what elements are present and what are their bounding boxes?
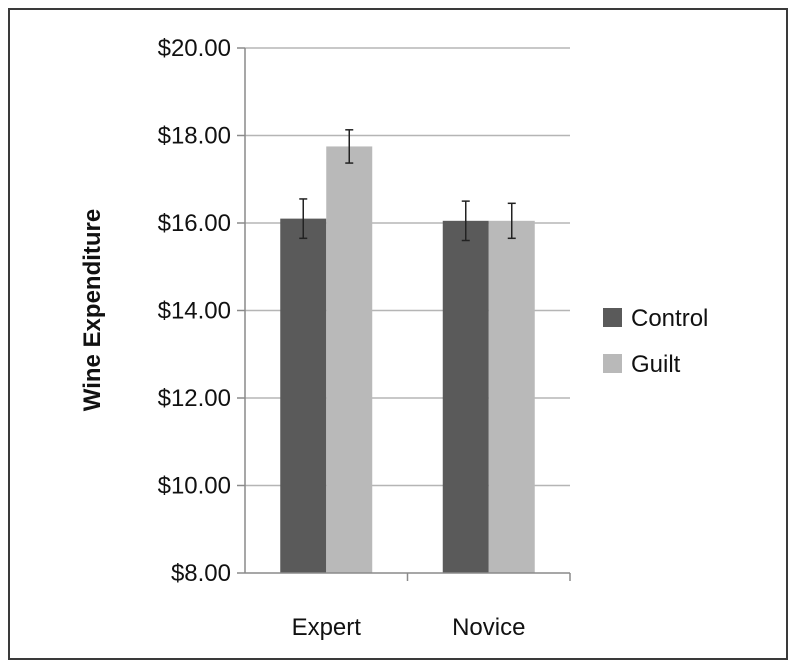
- y-axis-title: Wine Expenditure: [79, 209, 106, 411]
- y-tick-label: $8.00: [171, 560, 231, 587]
- legend-swatch-guilt: [603, 354, 622, 373]
- y-tick-label: $16.00: [158, 210, 231, 237]
- y-tick-label: $10.00: [158, 473, 231, 500]
- chart-frame: [8, 8, 788, 660]
- legend-label-guilt: Guilt: [631, 351, 681, 378]
- x-category-labels: Expert Novice: [292, 614, 526, 641]
- bar-guilt-novice: [488, 220, 535, 573]
- y-tick-label: $18.00: [158, 123, 231, 150]
- bar-control-novice: [442, 220, 489, 573]
- legend-swatch-control: [603, 308, 622, 327]
- bar-control-expert: [280, 218, 327, 573]
- axes: [237, 47, 571, 581]
- bars: [280, 146, 535, 573]
- error-bars: [299, 129, 516, 242]
- bar-guilt-expert: [326, 146, 373, 573]
- legend: Control Guilt: [603, 305, 708, 378]
- legend-label-control: Control: [631, 305, 708, 332]
- y-tick-label: $12.00: [158, 385, 231, 412]
- x-category-label: Expert: [292, 614, 362, 641]
- y-tick-label: $14.00: [158, 298, 231, 325]
- y-tick-label: $20.00: [158, 35, 231, 62]
- y-tick-labels: $8.00 $10.00 $12.00 $14.00 $16.00 $18.00 $20.0…: [158, 35, 231, 587]
- x-category-label: Novice: [452, 614, 525, 641]
